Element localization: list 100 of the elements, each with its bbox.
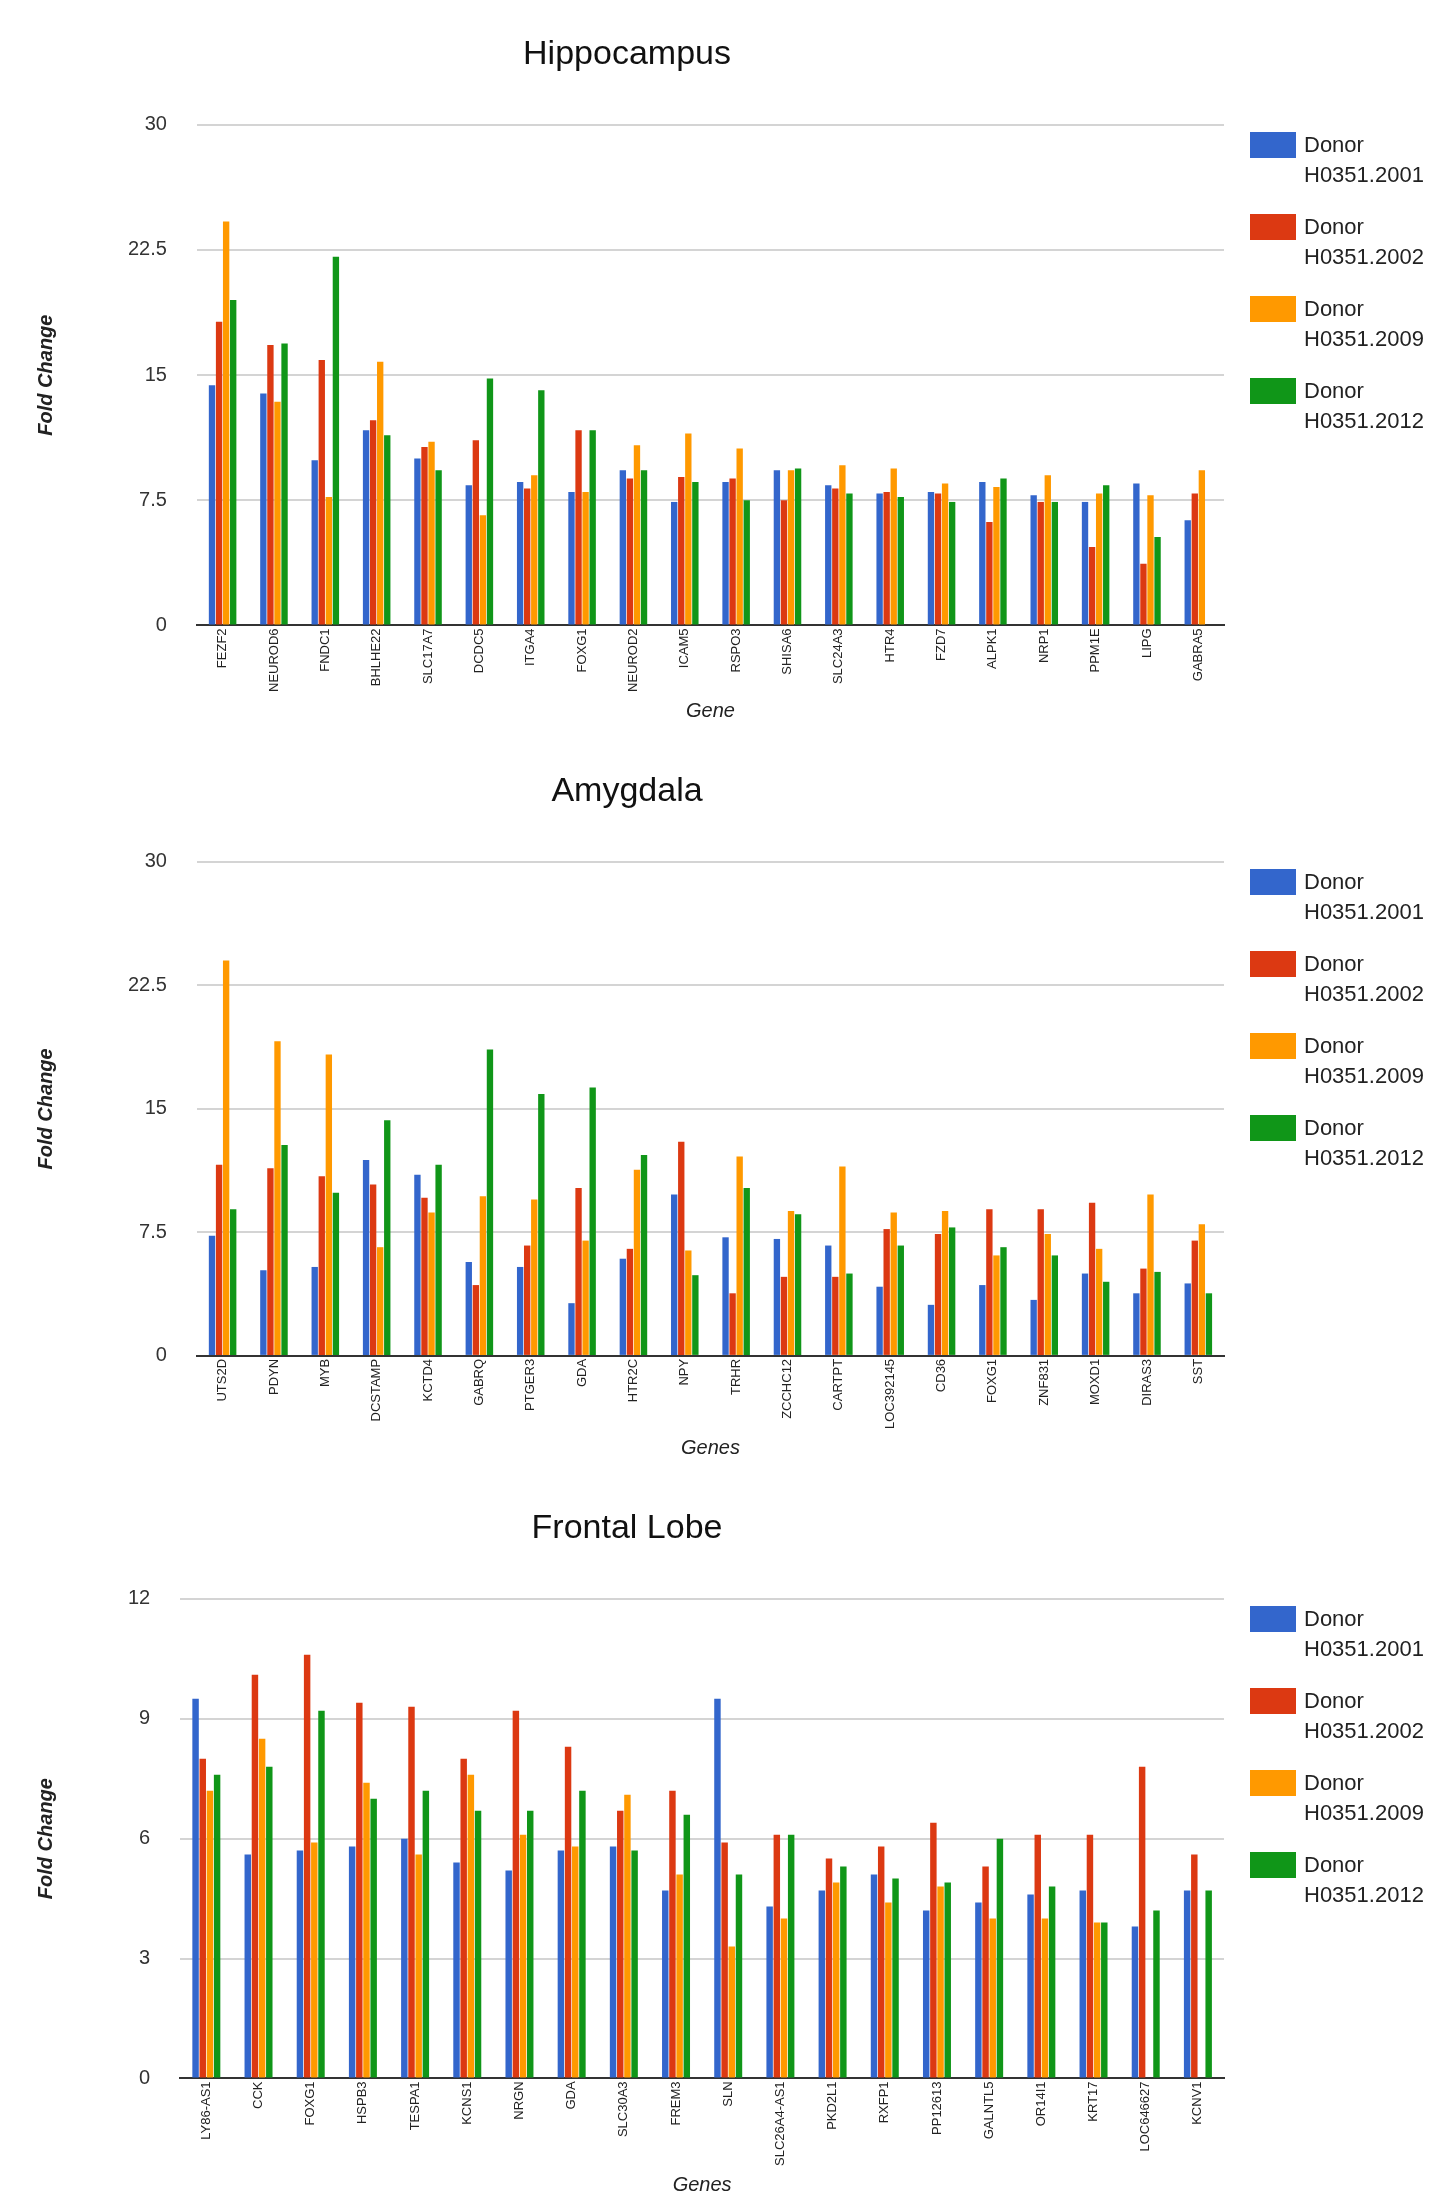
bar — [384, 435, 391, 625]
x-tick-label: DIRAS3 — [1138, 1358, 1154, 1406]
bar — [524, 1245, 531, 1355]
bar — [996, 1838, 1004, 2078]
legend-label: Donor H0351.2002 — [1304, 213, 1425, 271]
bar — [722, 481, 729, 625]
bar — [979, 481, 986, 625]
bar — [975, 1902, 982, 2078]
x-tick-label: KCNV1 — [1189, 2081, 1205, 2125]
bar — [1048, 1886, 1056, 2078]
bar — [766, 1906, 773, 2078]
bar — [505, 1870, 512, 2078]
bar — [230, 300, 237, 625]
x-tick-label: FNDC1 — [316, 628, 332, 672]
bar — [1133, 1293, 1140, 1355]
bar — [1140, 563, 1147, 625]
bar — [318, 1710, 325, 2078]
bar — [780, 500, 788, 625]
x-tick-label: ICAM5 — [676, 628, 692, 669]
bar — [362, 430, 370, 625]
x-tick-label: SLN — [719, 2081, 735, 2107]
bar — [1081, 501, 1089, 625]
chart-title: Frontal Lobe — [531, 1506, 723, 1545]
bar — [825, 1245, 832, 1355]
bar — [1138, 1766, 1146, 2078]
bar — [1191, 493, 1198, 625]
x-tick-label: MYB — [316, 1358, 332, 1388]
bar — [1041, 1918, 1049, 2078]
bar — [794, 468, 802, 625]
x-tick-label: HTR2C — [625, 1358, 641, 1403]
bar — [986, 521, 993, 625]
bar — [332, 1192, 340, 1355]
x-tick-label: MOXD1 — [1087, 1358, 1103, 1406]
bar — [883, 491, 890, 625]
bar — [222, 960, 230, 1355]
bar — [640, 1154, 648, 1355]
x-axis-title: Genes — [672, 2172, 732, 2195]
bar — [1079, 1890, 1086, 2078]
x-tick-label: ITGA4 — [522, 628, 538, 667]
bar — [318, 1176, 325, 1355]
bar — [311, 460, 318, 625]
bar — [982, 1866, 989, 2078]
bar — [619, 1258, 627, 1355]
bar — [1103, 485, 1110, 625]
legend-label: Donor H0351.2002 — [1304, 950, 1425, 1008]
bar — [1191, 1240, 1198, 1355]
bar — [619, 470, 627, 625]
bar — [414, 458, 421, 625]
bar — [876, 493, 883, 625]
bar — [941, 1210, 949, 1355]
bar — [369, 1184, 377, 1355]
bar — [617, 1810, 624, 2078]
bar — [669, 1790, 676, 2078]
bar — [640, 470, 648, 625]
bar — [222, 221, 230, 625]
bar — [244, 1854, 251, 2078]
bar — [208, 1235, 216, 1355]
bar — [832, 488, 839, 625]
y-tick-label: 15 — [144, 1096, 167, 1119]
x-tick-label: NRGN — [511, 2081, 527, 2120]
bar — [266, 1766, 273, 2078]
bar — [839, 465, 846, 625]
legend-label: Donor H0351.2012 — [1304, 1114, 1425, 1172]
y-tick-label: 30 — [144, 849, 167, 872]
bar — [421, 1197, 428, 1355]
bar — [1095, 1248, 1103, 1355]
bar — [1133, 483, 1140, 625]
bar — [356, 1702, 363, 2078]
bar — [633, 445, 641, 625]
bar — [678, 1141, 685, 1355]
bar — [1000, 1247, 1007, 1355]
bar — [1154, 536, 1161, 625]
bar — [486, 1049, 494, 1355]
bar — [993, 1255, 1000, 1355]
bar — [401, 1838, 408, 2078]
bar — [729, 1293, 736, 1355]
legend-label: Donor H0351.2012 — [1304, 1851, 1425, 1909]
bar — [527, 1810, 534, 2078]
bar — [839, 1166, 846, 1355]
bar — [1191, 1854, 1198, 2078]
y-axis-title: Fold Change — [33, 1778, 56, 1900]
bar — [213, 1774, 221, 2078]
bar — [662, 1890, 669, 2078]
bar — [825, 485, 832, 625]
bar — [274, 401, 281, 625]
bar — [948, 501, 956, 625]
x-tick-label: CCK — [250, 2081, 266, 2109]
bar — [890, 1212, 897, 1355]
bar — [885, 1902, 892, 2078]
bar — [692, 481, 699, 625]
x-tick-label: PP12613 — [928, 2081, 944, 2135]
bar — [743, 500, 750, 625]
x-tick-label: FREM3 — [667, 2081, 683, 2126]
x-tick-label: LOC392145 — [881, 1358, 897, 1430]
x-tick-label: KCTD4 — [419, 1358, 435, 1402]
bar — [303, 1654, 311, 2078]
bar — [281, 1145, 288, 1355]
x-tick-label: PKD2L1 — [824, 2081, 840, 2130]
bar — [1086, 1834, 1094, 2078]
bar — [1051, 501, 1059, 625]
